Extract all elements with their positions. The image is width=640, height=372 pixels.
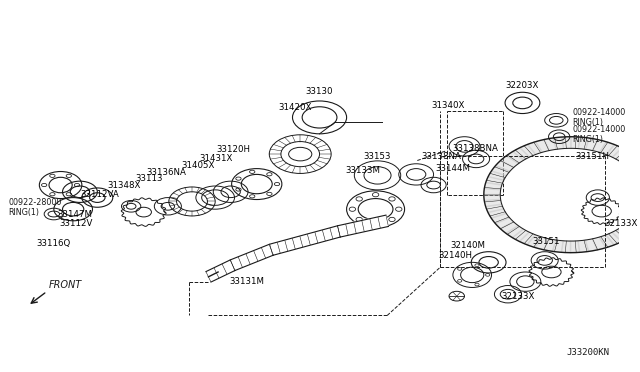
Polygon shape (488, 209, 506, 218)
Text: 32133X: 32133X (501, 292, 534, 301)
Polygon shape (484, 182, 502, 190)
Polygon shape (553, 137, 564, 149)
Text: 33112VA: 33112VA (80, 190, 118, 199)
Polygon shape (338, 215, 388, 237)
Text: 33116Q: 33116Q (36, 238, 71, 247)
Polygon shape (570, 241, 580, 253)
Polygon shape (513, 148, 530, 160)
Text: 33151: 33151 (533, 237, 561, 246)
Polygon shape (599, 235, 614, 248)
Polygon shape (561, 241, 571, 253)
Text: 31348X: 31348X (108, 180, 141, 189)
Text: 32140H: 32140H (438, 251, 472, 260)
Text: 33138BNA: 33138BNA (453, 144, 499, 153)
Text: 33120H: 33120H (216, 145, 250, 154)
Text: 31420X: 31420X (278, 103, 312, 112)
Text: 31340X: 31340X (431, 101, 465, 110)
Text: 33113: 33113 (136, 174, 163, 183)
Text: 33144M: 33144M (435, 164, 470, 173)
Polygon shape (586, 138, 598, 151)
Polygon shape (535, 237, 549, 250)
Polygon shape (543, 239, 556, 251)
Text: 00922-14000
RING(1): 00922-14000 RING(1) (573, 108, 626, 127)
Polygon shape (484, 188, 500, 195)
Polygon shape (484, 195, 500, 201)
Polygon shape (578, 137, 589, 150)
Polygon shape (623, 156, 640, 168)
Polygon shape (506, 151, 524, 164)
Polygon shape (500, 155, 518, 167)
Polygon shape (636, 171, 640, 180)
Text: 33130: 33130 (306, 87, 333, 96)
Polygon shape (618, 152, 636, 164)
Polygon shape (527, 235, 542, 248)
Polygon shape (606, 144, 622, 157)
Polygon shape (623, 222, 640, 234)
Text: 31405X: 31405X (182, 161, 215, 170)
Polygon shape (593, 140, 607, 153)
Text: FRONT: FRONT (49, 279, 83, 289)
Polygon shape (578, 240, 589, 252)
Polygon shape (635, 209, 640, 219)
Text: J33200KN: J33200KN (566, 348, 609, 357)
Text: 33136NA: 33136NA (147, 168, 186, 177)
Text: 33112V: 33112V (59, 219, 93, 228)
Polygon shape (544, 138, 556, 151)
Text: 33133M: 33133M (346, 166, 381, 175)
Polygon shape (571, 137, 580, 148)
Text: 32140M: 32140M (451, 241, 486, 250)
Polygon shape (506, 225, 524, 238)
Polygon shape (618, 226, 636, 238)
Polygon shape (638, 177, 640, 185)
Polygon shape (486, 176, 504, 185)
Text: 32133X: 32133X (605, 219, 638, 228)
Polygon shape (512, 229, 529, 241)
Polygon shape (519, 232, 536, 245)
Polygon shape (628, 161, 640, 172)
Text: 00922-28000
RING(1): 00922-28000 RING(1) (8, 198, 62, 217)
Polygon shape (592, 237, 606, 250)
Polygon shape (612, 229, 629, 242)
Polygon shape (495, 218, 514, 229)
Text: 33151H: 33151H (575, 151, 610, 161)
Text: 33131M: 33131M (230, 277, 264, 286)
Polygon shape (495, 160, 514, 171)
Polygon shape (520, 144, 536, 157)
Text: 33138NA: 33138NA (421, 151, 461, 161)
Text: 31431X: 31431X (199, 154, 232, 163)
Polygon shape (585, 239, 598, 251)
Polygon shape (491, 213, 509, 224)
Polygon shape (562, 137, 572, 148)
Polygon shape (600, 142, 614, 155)
Text: 33153: 33153 (364, 151, 391, 161)
Polygon shape (492, 166, 510, 176)
Polygon shape (206, 260, 235, 282)
Polygon shape (500, 222, 518, 234)
Polygon shape (628, 218, 640, 229)
Polygon shape (230, 244, 273, 270)
Polygon shape (637, 204, 640, 213)
Polygon shape (527, 142, 543, 154)
Text: 33147M: 33147M (58, 209, 93, 218)
Polygon shape (552, 240, 563, 252)
Polygon shape (632, 166, 640, 176)
Polygon shape (484, 199, 502, 207)
Polygon shape (488, 171, 506, 180)
Polygon shape (269, 226, 340, 255)
Polygon shape (536, 140, 549, 152)
Polygon shape (632, 214, 640, 224)
Polygon shape (612, 148, 629, 160)
Polygon shape (605, 232, 622, 245)
Text: 00922-14000
RING(1): 00922-14000 RING(1) (573, 125, 626, 144)
Text: 32203X: 32203X (506, 81, 539, 90)
Polygon shape (486, 204, 504, 213)
